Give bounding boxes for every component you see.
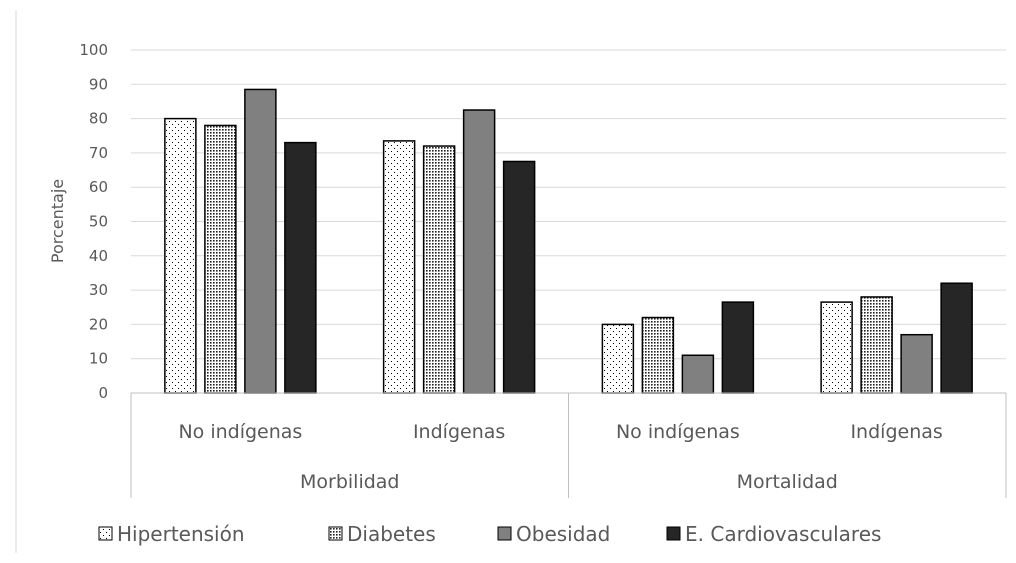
legend-item: E. Cardiovasculares [666, 522, 881, 546]
legend-swatch [328, 526, 343, 541]
legend-label: E. Cardiovasculares [685, 522, 881, 546]
legend-label: Hipertensión [117, 522, 245, 546]
y-tick-label: 80 [89, 110, 108, 128]
y-tick-label: 20 [89, 315, 108, 333]
bar [860, 296, 893, 394]
legend-item: Obesidad [497, 522, 610, 546]
y-tick-label: 40 [89, 247, 108, 265]
bar [204, 124, 237, 394]
bar [940, 282, 973, 394]
bar [382, 140, 416, 394]
y-axis-label: Porcentaje [48, 179, 67, 263]
x-category-label: No indígenas [178, 421, 302, 443]
bars [164, 88, 973, 394]
legend-item: Hipertensión [98, 522, 245, 546]
legend-label: Diabetes [347, 522, 436, 546]
bar [641, 316, 675, 394]
bar [462, 109, 496, 394]
x-category-label: Indígenas [850, 421, 942, 443]
legend: Hipertensión Diabetes Obesidad E. Cardiovas… [98, 522, 881, 546]
y-tick-label: 50 [89, 213, 108, 231]
y-tick-label: 60 [89, 178, 108, 196]
bar [681, 354, 715, 394]
y-tick-label: 70 [89, 144, 108, 162]
x-category-label: No indígenas [616, 421, 740, 443]
bar [820, 301, 853, 394]
x-axis: No indígenas Indígenas No indígenas Indígen… [130, 392, 1007, 498]
legend-swatch [666, 526, 681, 541]
bar [164, 117, 197, 394]
legend-swatch [98, 526, 113, 541]
y-tick-labels: 0 10 20 30 40 50 60 70 80 90 100 [79, 41, 108, 402]
bar [721, 301, 755, 394]
y-tick-label: 30 [89, 281, 108, 299]
bar [502, 160, 536, 394]
x-group-label: Mortalidad [737, 471, 838, 493]
y-tick-label: 100 [79, 41, 108, 59]
legend-label: Obesidad [516, 522, 610, 546]
bar [900, 333, 933, 394]
x-group-label: Morbilidad [300, 471, 400, 493]
legend-item: Diabetes [328, 522, 436, 546]
bar [601, 323, 635, 394]
legend-swatch [497, 526, 512, 541]
y-tick-label: 10 [89, 350, 108, 368]
bar [284, 141, 317, 394]
y-tick-label: 0 [98, 384, 108, 402]
y-tick-label: 90 [89, 75, 108, 93]
bar [244, 88, 277, 394]
bar [422, 145, 456, 394]
x-category-label: Indígenas [413, 421, 505, 443]
